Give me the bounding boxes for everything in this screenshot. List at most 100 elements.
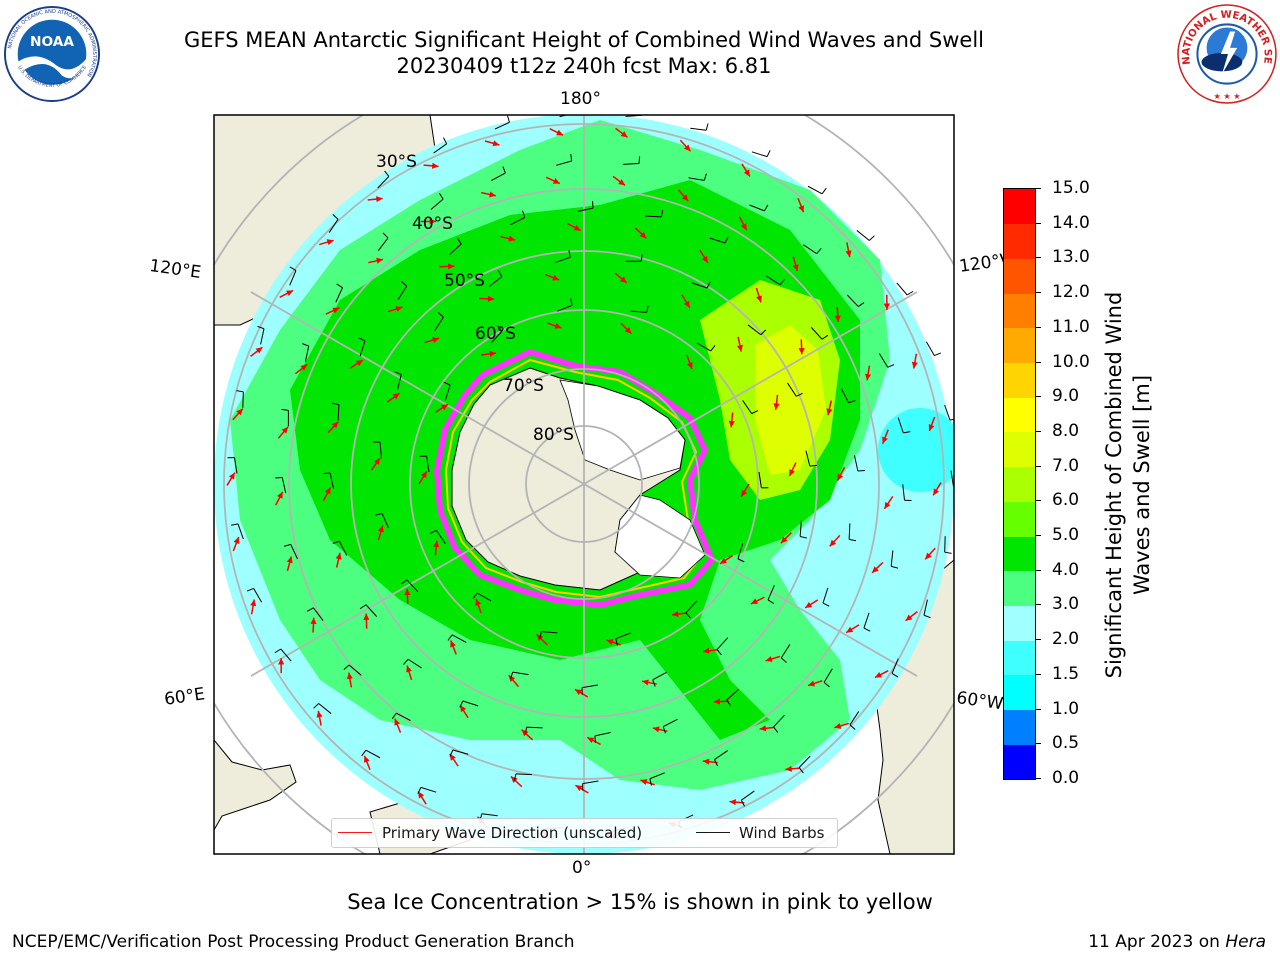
wave-arrow [433, 540, 440, 556]
wind-barb [361, 749, 381, 759]
colorbar-segment [1004, 223, 1035, 259]
wind-barb [494, 115, 510, 130]
wave-arrow [549, 127, 564, 136]
wave-arrow [481, 191, 497, 198]
wave-arrow [394, 718, 402, 733]
lat-label-60s: 60°S [475, 324, 516, 344]
wave-arrow [911, 353, 918, 369]
wave-arrow [500, 235, 516, 242]
wave-arrow [797, 197, 805, 213]
wind-barb [459, 700, 479, 708]
wave-arrow [275, 491, 284, 506]
wave-arrow [475, 598, 482, 614]
wind-barb [331, 402, 340, 421]
wave-arrow [755, 287, 762, 303]
wind-barb [891, 658, 899, 678]
colorbar-segment [1004, 293, 1035, 329]
wave-arrow [677, 189, 689, 202]
colorbar-segment [1004, 189, 1035, 225]
wind-barb [944, 536, 952, 554]
wind-barb [559, 115, 569, 118]
nws-logo: NATIONAL WEATHER SERVICE ★ ★ ★ [1176, 3, 1277, 104]
wave-arrow [322, 486, 332, 501]
legend-wave-swatch [338, 832, 372, 833]
lon-label-0: 0° [572, 858, 592, 878]
colorbar-tick-label: 7.0 [1052, 455, 1080, 476]
wave-arrow [294, 363, 308, 375]
wind-barb [490, 325, 503, 344]
wind-barb [449, 237, 462, 256]
wave-arrow [713, 698, 729, 705]
wave-arrow [278, 658, 285, 674]
colorbar-tick-label: 13.0 [1052, 247, 1090, 268]
colorbar-tick-label: 11.0 [1052, 316, 1090, 337]
wind-barb [780, 644, 791, 663]
wave-arrow [728, 412, 735, 428]
wave-arrow [883, 495, 894, 510]
wind-barb [649, 772, 665, 786]
wave-arrow [640, 779, 655, 786]
wind-barb [807, 185, 827, 195]
wind-barb [691, 281, 711, 289]
colorbar-tick-label: 14.0 [1052, 212, 1090, 233]
wind-barb [853, 455, 865, 472]
colorbar-tick [1035, 465, 1041, 467]
wind-barb [690, 123, 709, 131]
wave-arrow [807, 679, 823, 687]
wind-barb [275, 476, 287, 494]
wind-barb [514, 773, 532, 781]
wave-arrow [386, 392, 401, 403]
legend-wave-label: Primary Wave Direction (unscaled) [382, 824, 643, 842]
wind-barb [227, 457, 238, 474]
wave-arrow [575, 784, 589, 794]
wave-arrow [845, 242, 852, 258]
wave-arrow [349, 359, 364, 369]
wave-arrow [671, 611, 687, 618]
wave-arrow [325, 307, 340, 315]
wave-arrow [417, 791, 427, 805]
footer-date: 11 Apr 2023 on Hera [1088, 932, 1266, 952]
wave-arrow [232, 536, 240, 552]
wind-barb [840, 388, 856, 404]
wave-arrow [883, 294, 890, 310]
wave-arrow [686, 354, 693, 370]
noaa-logo-text: NOAA [30, 34, 74, 50]
colorbar-tick [1035, 326, 1041, 328]
footer-date-text: 11 Apr 2023 on [1088, 932, 1226, 952]
wave-arrow [521, 729, 534, 741]
colorbar-tick [1035, 500, 1041, 502]
wind-barb [803, 244, 822, 255]
colorbar-tick-label: 4.0 [1052, 559, 1080, 580]
wind-barb [798, 755, 811, 774]
wind-barb [472, 592, 492, 602]
colorbar-tick-label: 1.5 [1052, 663, 1080, 684]
colorbar-segment [1004, 466, 1035, 502]
wave-arrow [681, 294, 691, 309]
wind-barb [510, 671, 529, 679]
wave-arrow [606, 639, 621, 646]
wave-arrow [250, 346, 263, 357]
colorbar-segment [1004, 709, 1035, 745]
wave-arrow [459, 704, 469, 719]
colorbar-segment [1004, 397, 1035, 433]
antarctica-ice-shelf [559, 379, 686, 481]
colorbar-segment [1004, 605, 1035, 641]
wave-arrow [508, 674, 520, 688]
colorbar-tick-label: 8.0 [1052, 420, 1080, 441]
wave-arrow [363, 755, 371, 771]
wind-barb [740, 790, 755, 807]
wave-arrow [387, 306, 403, 313]
wave-arrow [612, 175, 626, 186]
colorbar-tick-label: 12.0 [1052, 282, 1090, 303]
wind-barb [773, 714, 785, 733]
wind-barb [557, 298, 573, 312]
wind-barb [246, 587, 263, 603]
wave-arrow [773, 394, 780, 410]
colorbar-tick [1035, 430, 1041, 432]
colorbar-segment [1004, 570, 1035, 606]
sea-ice-note: Sea Ice Concentration > 15% is shown in … [347, 890, 933, 914]
wave-arrow [567, 222, 582, 232]
wind-barb [556, 154, 573, 166]
wind-barb [923, 599, 931, 619]
colorbar-label: Significant Height of Combined Wind Wave… [1102, 291, 1154, 679]
